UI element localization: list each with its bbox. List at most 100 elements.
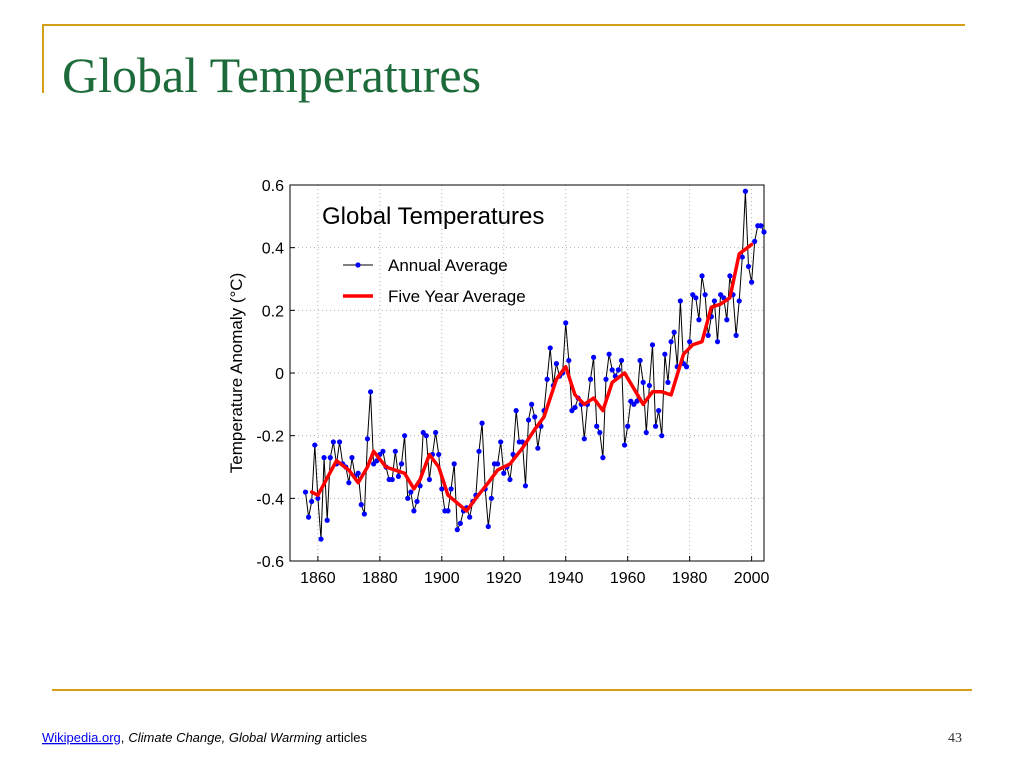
data-point <box>327 455 333 461</box>
slide-title: Global Temperatures <box>62 47 481 103</box>
data-point <box>380 448 386 454</box>
data-point <box>591 354 597 360</box>
data-point <box>445 508 451 514</box>
data-point <box>315 495 321 501</box>
data-point <box>408 489 414 495</box>
x-tick-label: 2000 <box>734 570 770 587</box>
y-tick-label: 0.4 <box>262 241 284 258</box>
data-point <box>659 433 665 439</box>
average-line <box>309 242 754 513</box>
data-point <box>553 361 560 367</box>
plot-frame <box>289 184 765 562</box>
data-point <box>758 223 764 229</box>
data-point <box>711 298 718 304</box>
data-point <box>485 523 491 530</box>
data-point <box>547 345 553 351</box>
footer-link[interactable]: Wikipedia.org <box>42 730 121 745</box>
data-point <box>312 442 318 448</box>
y-tick-label: 0.2 <box>262 303 284 320</box>
data-point <box>309 498 315 505</box>
data-point <box>507 476 513 483</box>
legend-label: Annual Average <box>388 256 508 275</box>
data-point <box>662 351 668 357</box>
data-point <box>563 320 569 326</box>
y-tick-label: -0.6 <box>256 554 284 571</box>
data-point <box>535 445 541 451</box>
data-point <box>479 420 485 426</box>
data-point <box>594 423 600 429</box>
data-point <box>330 439 336 445</box>
data-point <box>643 429 649 436</box>
data-point <box>699 273 705 279</box>
data-point <box>302 489 309 495</box>
legend-label: Five Year Average <box>388 287 526 306</box>
data-point <box>395 473 402 479</box>
data-point <box>392 448 398 454</box>
data-point <box>451 461 457 467</box>
data-point <box>433 429 439 436</box>
data-point <box>665 379 671 385</box>
data-point <box>476 448 482 454</box>
data-point <box>600 455 606 461</box>
data-point <box>454 527 460 533</box>
data-point <box>687 339 693 345</box>
data-point <box>671 329 677 335</box>
data-point <box>439 486 445 492</box>
data-point <box>640 379 646 385</box>
data-point <box>522 483 529 489</box>
data-point <box>646 382 652 389</box>
data-point <box>656 408 662 414</box>
x-tick-label: 1920 <box>486 570 522 587</box>
data-point <box>733 332 739 338</box>
data-point <box>677 298 683 304</box>
x-tick-label: 1960 <box>610 570 646 587</box>
chart-title: Global Temperatures <box>322 203 544 230</box>
data-point <box>529 401 535 407</box>
data-point <box>637 357 643 364</box>
data-point <box>609 367 615 373</box>
data-point <box>587 376 594 382</box>
data-point <box>457 520 463 527</box>
data-point <box>621 442 628 448</box>
data-point <box>727 273 733 279</box>
data-point <box>498 439 504 445</box>
data-point <box>423 433 429 439</box>
data-point <box>467 514 473 520</box>
data-point <box>618 357 625 364</box>
data-point <box>426 476 433 483</box>
data-point <box>625 423 631 429</box>
data-point <box>634 398 640 404</box>
data-point <box>693 295 699 301</box>
data-point <box>572 404 578 411</box>
x-tick-label: 1980 <box>672 570 708 587</box>
data-point <box>324 517 330 523</box>
data-point <box>532 414 538 420</box>
data-point <box>749 279 755 285</box>
data-point <box>702 292 708 298</box>
data-point <box>367 389 374 395</box>
footer-separator: , <box>121 730 125 745</box>
data-point <box>321 455 327 461</box>
data-point <box>349 455 355 461</box>
data-point <box>724 317 730 323</box>
y-tick-label: -0.4 <box>256 491 284 508</box>
data-point <box>389 476 395 483</box>
data-point <box>683 364 690 370</box>
data-point <box>761 229 767 235</box>
data-point <box>436 451 442 458</box>
data-point <box>745 263 752 270</box>
y-tick-label: 0 <box>275 366 284 383</box>
data-point <box>355 470 361 476</box>
data-point <box>405 495 411 501</box>
data-point <box>739 254 745 260</box>
data-point <box>615 367 621 373</box>
data-point <box>336 439 343 445</box>
data-point <box>742 188 749 194</box>
data-point <box>448 486 454 492</box>
footer-topics: Climate Change, Global Warming <box>128 730 322 745</box>
data-point <box>736 298 742 304</box>
data-point <box>544 376 550 382</box>
data-point <box>501 470 507 476</box>
data-point <box>361 511 367 517</box>
